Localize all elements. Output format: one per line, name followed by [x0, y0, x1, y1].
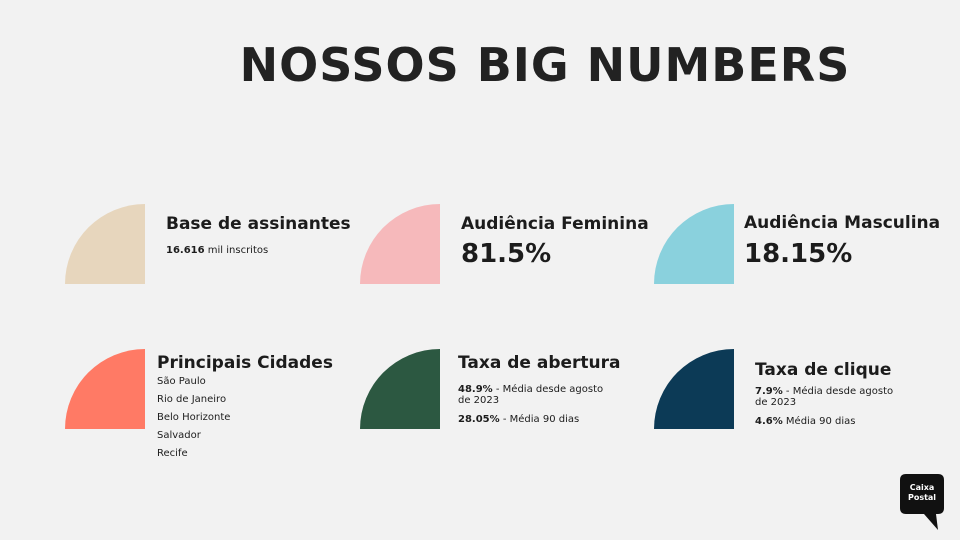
logo-line-1: Caixa [910, 483, 935, 492]
card-title: Audiência Feminina [461, 214, 649, 234]
stat-value: 4.6% [755, 416, 783, 427]
card-title: Base de assinantes [166, 214, 351, 234]
stat-line-1: 48.9% - Média desde agosto [458, 384, 603, 395]
big-number: 18.15% [744, 239, 853, 269]
quarter-circle-shape [65, 204, 145, 284]
quarter-circle-shape [360, 349, 440, 429]
list-item: Belo Horizonte [157, 412, 231, 423]
quarter-circle-shape [360, 204, 440, 284]
list-item: Recife [157, 448, 188, 459]
logo-line-2: Postal [908, 493, 936, 502]
quarter-circle-shape [654, 204, 734, 284]
big-number: 81.5% [461, 239, 552, 269]
stat-line-1: 7.9% - Média desde agosto [755, 386, 893, 397]
card-title: Taxa de abertura [458, 353, 621, 373]
card-title: Taxa de clique [755, 360, 892, 380]
stat-label: mil inscritos [204, 245, 269, 256]
list-item: Rio de Janeiro [157, 394, 227, 405]
page-title: NOSSOS BIG NUMBERS [239, 38, 851, 92]
list-item: Salvador [157, 430, 201, 441]
stat-value: 48.9% [458, 384, 493, 395]
stat-line-2: 4.6% Média 90 dias [755, 416, 856, 427]
list-item: São Paulo [157, 376, 206, 387]
caixa-postal-logo: Caixa Postal [900, 474, 944, 530]
stat-value: 7.9% [755, 386, 783, 397]
stat-value: 16.616 [166, 245, 205, 256]
stat-label: Média 90 dias [782, 416, 856, 427]
card-title: Audiência Masculina [744, 213, 941, 233]
stat-value: 28.05% [458, 414, 500, 425]
stat-line-1-cont: de 2023 [755, 397, 797, 408]
stat-line-1-cont: de 2023 [458, 395, 500, 406]
stat-label: - Média 90 dias [499, 414, 580, 425]
speech-bubble-icon [900, 474, 944, 530]
stat-line-2: 28.05% - Média 90 dias [458, 414, 579, 425]
stat-label: - Média desde agosto [782, 386, 894, 397]
quarter-circle-shape [654, 349, 734, 429]
stat-label: - Média desde agosto [492, 384, 604, 395]
quarter-circle-shape [65, 349, 145, 429]
city-list: São Paulo Rio de Janeiro Belo Horizonte … [157, 375, 230, 465]
card-stat: 16.616 mil inscritos [166, 245, 268, 256]
card-title: Principais Cidades [157, 353, 333, 373]
